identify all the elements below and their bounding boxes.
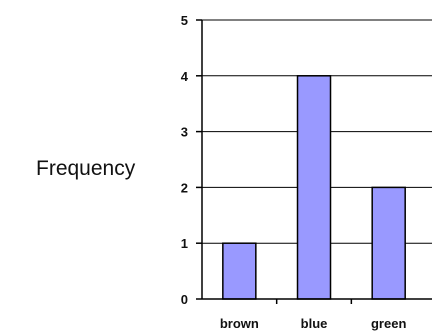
x-tick-label: brown: [220, 316, 259, 331]
bar-brown: [222, 242, 257, 300]
y-tick-label: 0: [181, 292, 188, 307]
x-tick-label: blue: [301, 316, 328, 331]
axes: [201, 20, 432, 300]
y-tick-labels: 0 1 2 3 4 5: [181, 13, 202, 307]
y-tick-label: 3: [181, 125, 188, 140]
bar-green: [371, 186, 406, 300]
x-tick-label: green: [371, 316, 406, 331]
x-tick-labels: brown blue green: [220, 299, 406, 331]
y-tick-label: 4: [181, 69, 189, 84]
y-tick-label: 2: [181, 180, 188, 195]
bar-blue: [296, 75, 332, 300]
y-tick-label: 1: [181, 236, 188, 251]
y-axis-label: Frequency: [36, 157, 136, 180]
y-tick-label: 5: [181, 13, 188, 28]
